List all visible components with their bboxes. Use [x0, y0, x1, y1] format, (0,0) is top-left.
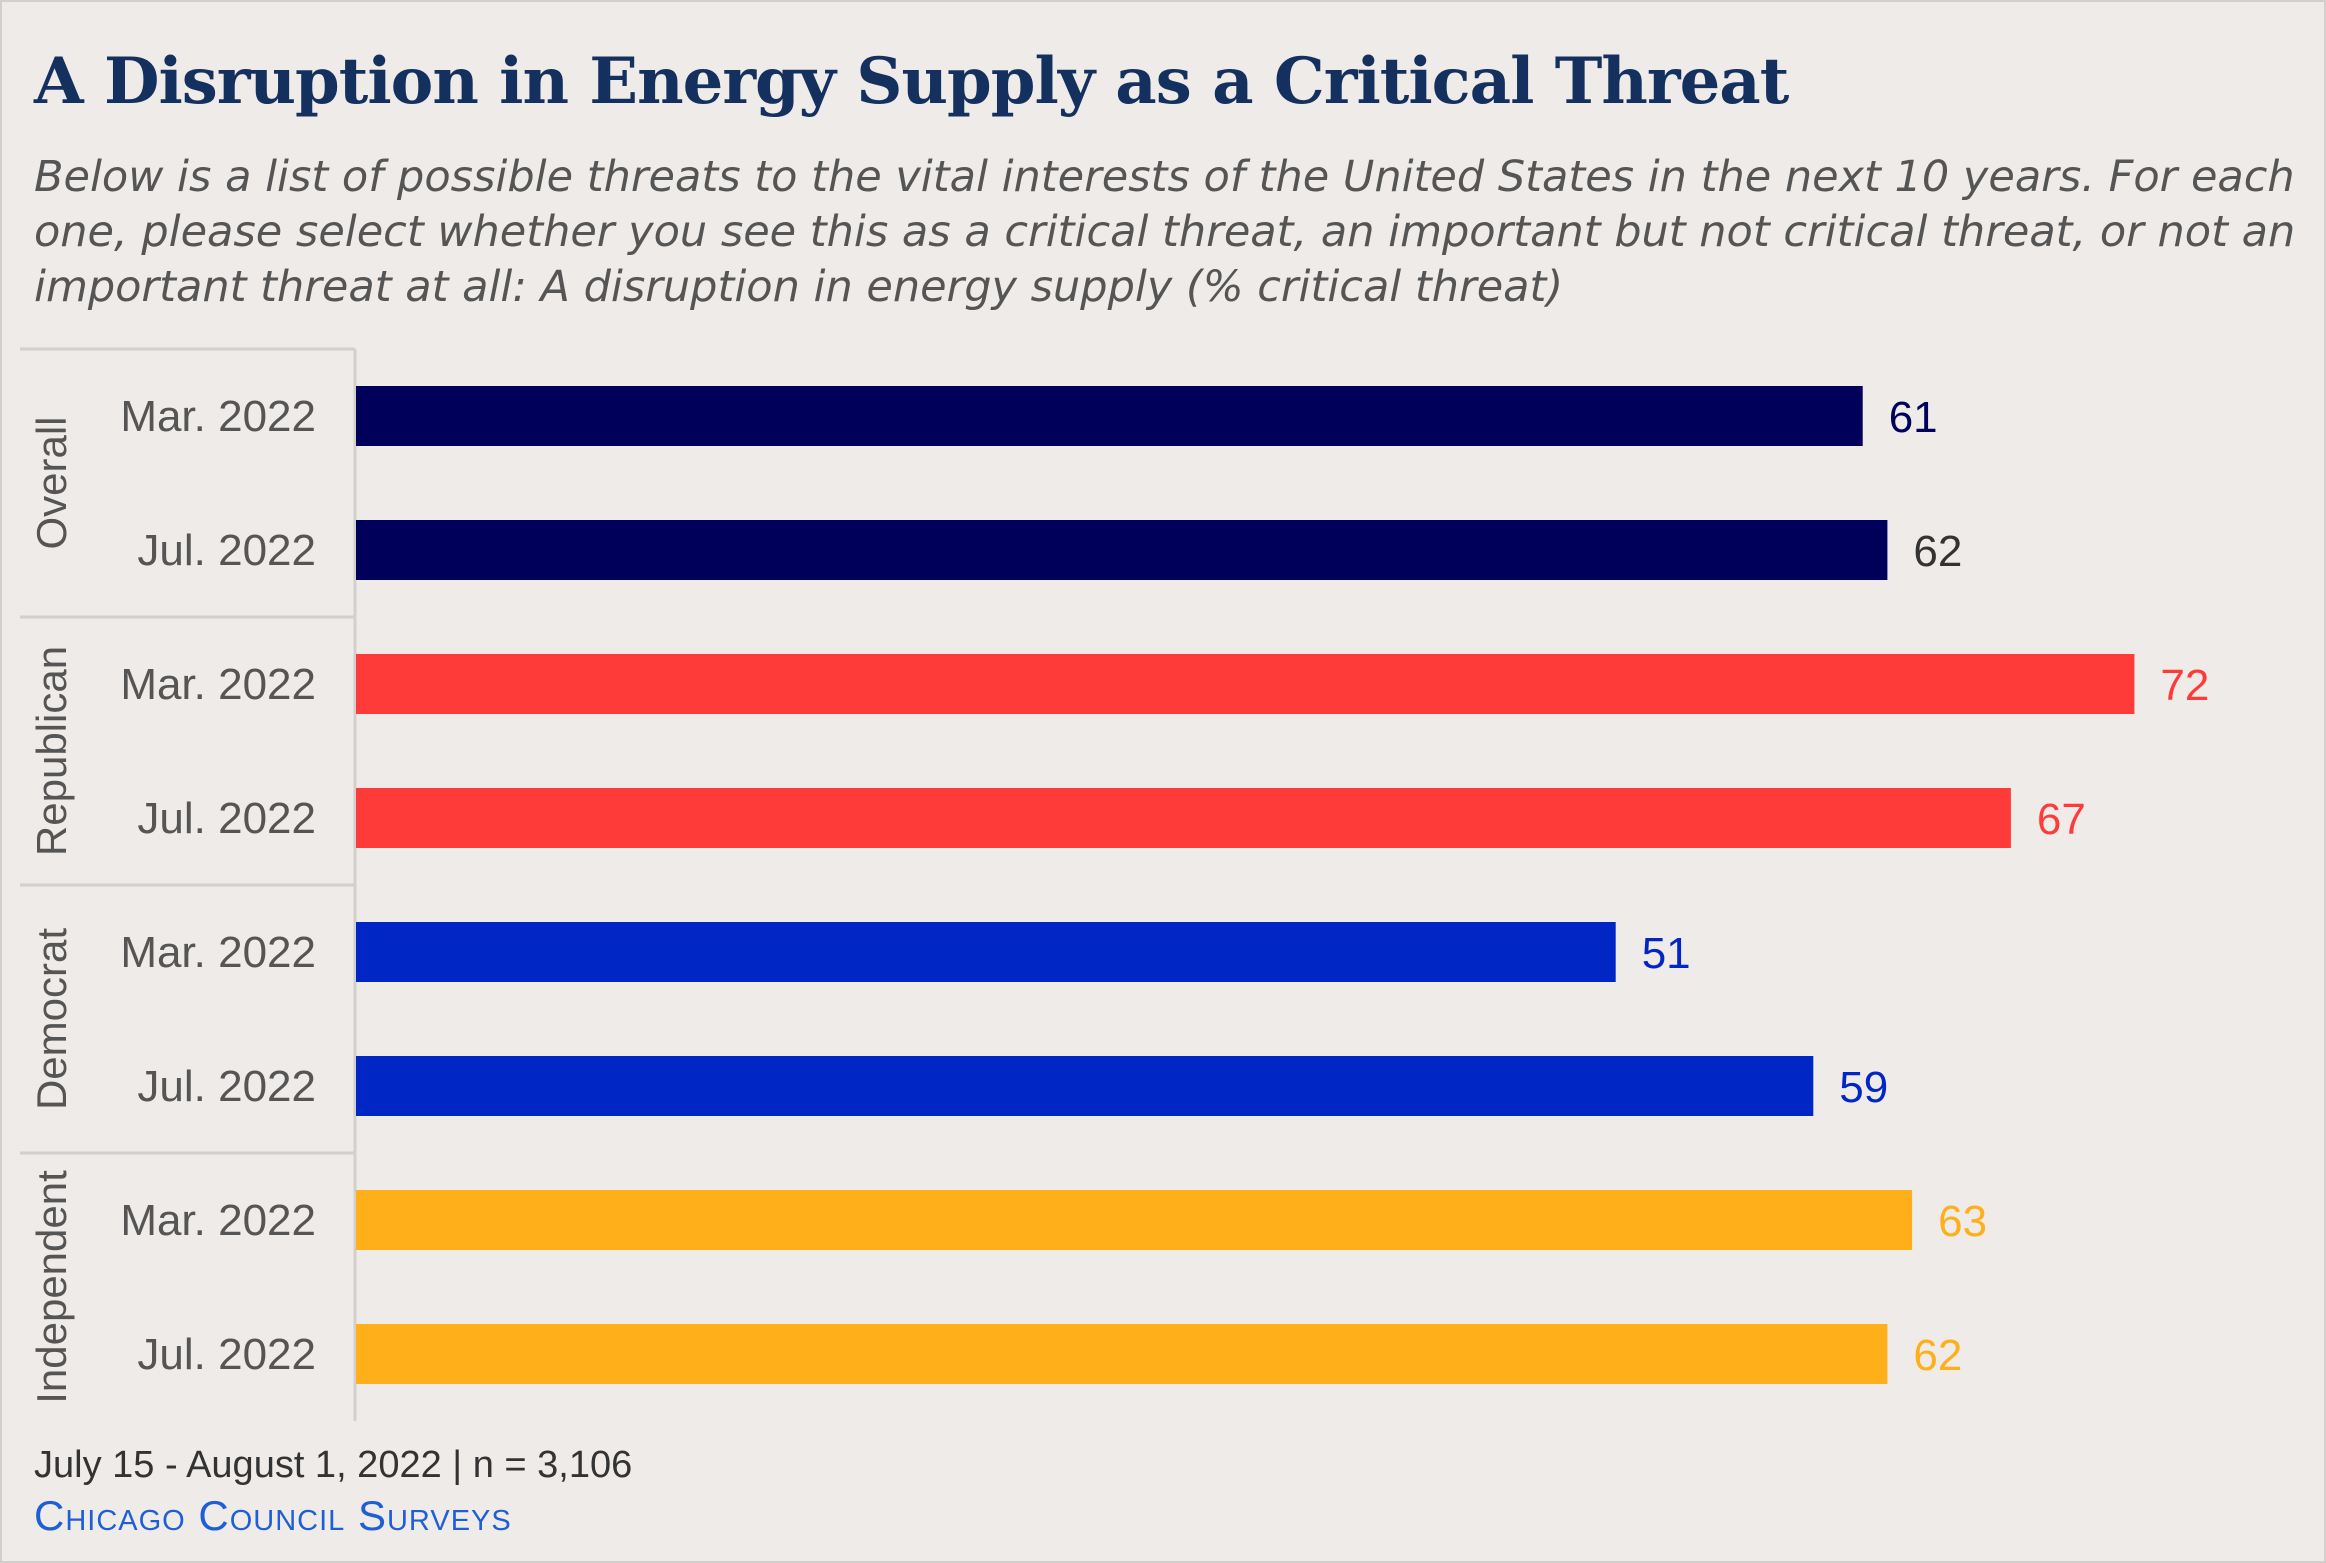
value-label: 62	[1913, 527, 1962, 576]
category-label: Mar. 2022	[120, 928, 316, 977]
chart-subtitle: Below is a list of possible threats to t…	[34, 152, 2296, 312]
group-label-overall: Overall	[28, 416, 75, 549]
bar-republican-1	[356, 788, 2011, 848]
group-label-independent: Independent	[28, 1170, 75, 1404]
category-label: Mar. 2022	[120, 660, 316, 709]
bar-republican-0	[356, 654, 2135, 714]
category-label: Mar. 2022	[120, 1196, 316, 1245]
group-label-republican: Republican	[28, 646, 75, 856]
value-label: 72	[2160, 661, 2209, 710]
category-label: Jul. 2022	[137, 1330, 316, 1379]
bar-overall-1	[356, 520, 1888, 580]
chart-title: A Disruption in Energy Supply as a Criti…	[34, 44, 1789, 119]
value-label: 62	[1913, 1331, 1962, 1380]
bar-independent-1	[356, 1324, 1888, 1384]
value-label: 59	[1839, 1063, 1888, 1112]
value-label: 51	[1642, 929, 1691, 978]
bar-democrat-1	[356, 1056, 1814, 1116]
bar-overall-0	[356, 386, 1863, 446]
category-label: Mar. 2022	[120, 392, 316, 441]
survey-dates-sample: July 15 - August 1, 2022 | n = 3,106	[34, 1444, 633, 1486]
value-label: 61	[1889, 393, 1938, 442]
category-label: Jul. 2022	[137, 794, 316, 843]
category-label: Jul. 2022	[137, 1062, 316, 1111]
value-label: 67	[2037, 795, 2086, 844]
category-label: Jul. 2022	[137, 526, 316, 575]
value-label: 63	[1938, 1197, 1987, 1246]
bar-independent-0	[356, 1190, 1913, 1250]
bar-democrat-0	[356, 922, 1616, 982]
group-label-democrat: Democrat	[28, 928, 75, 1110]
brand-logo-text: Chicago Council Surveys	[34, 1492, 512, 1539]
